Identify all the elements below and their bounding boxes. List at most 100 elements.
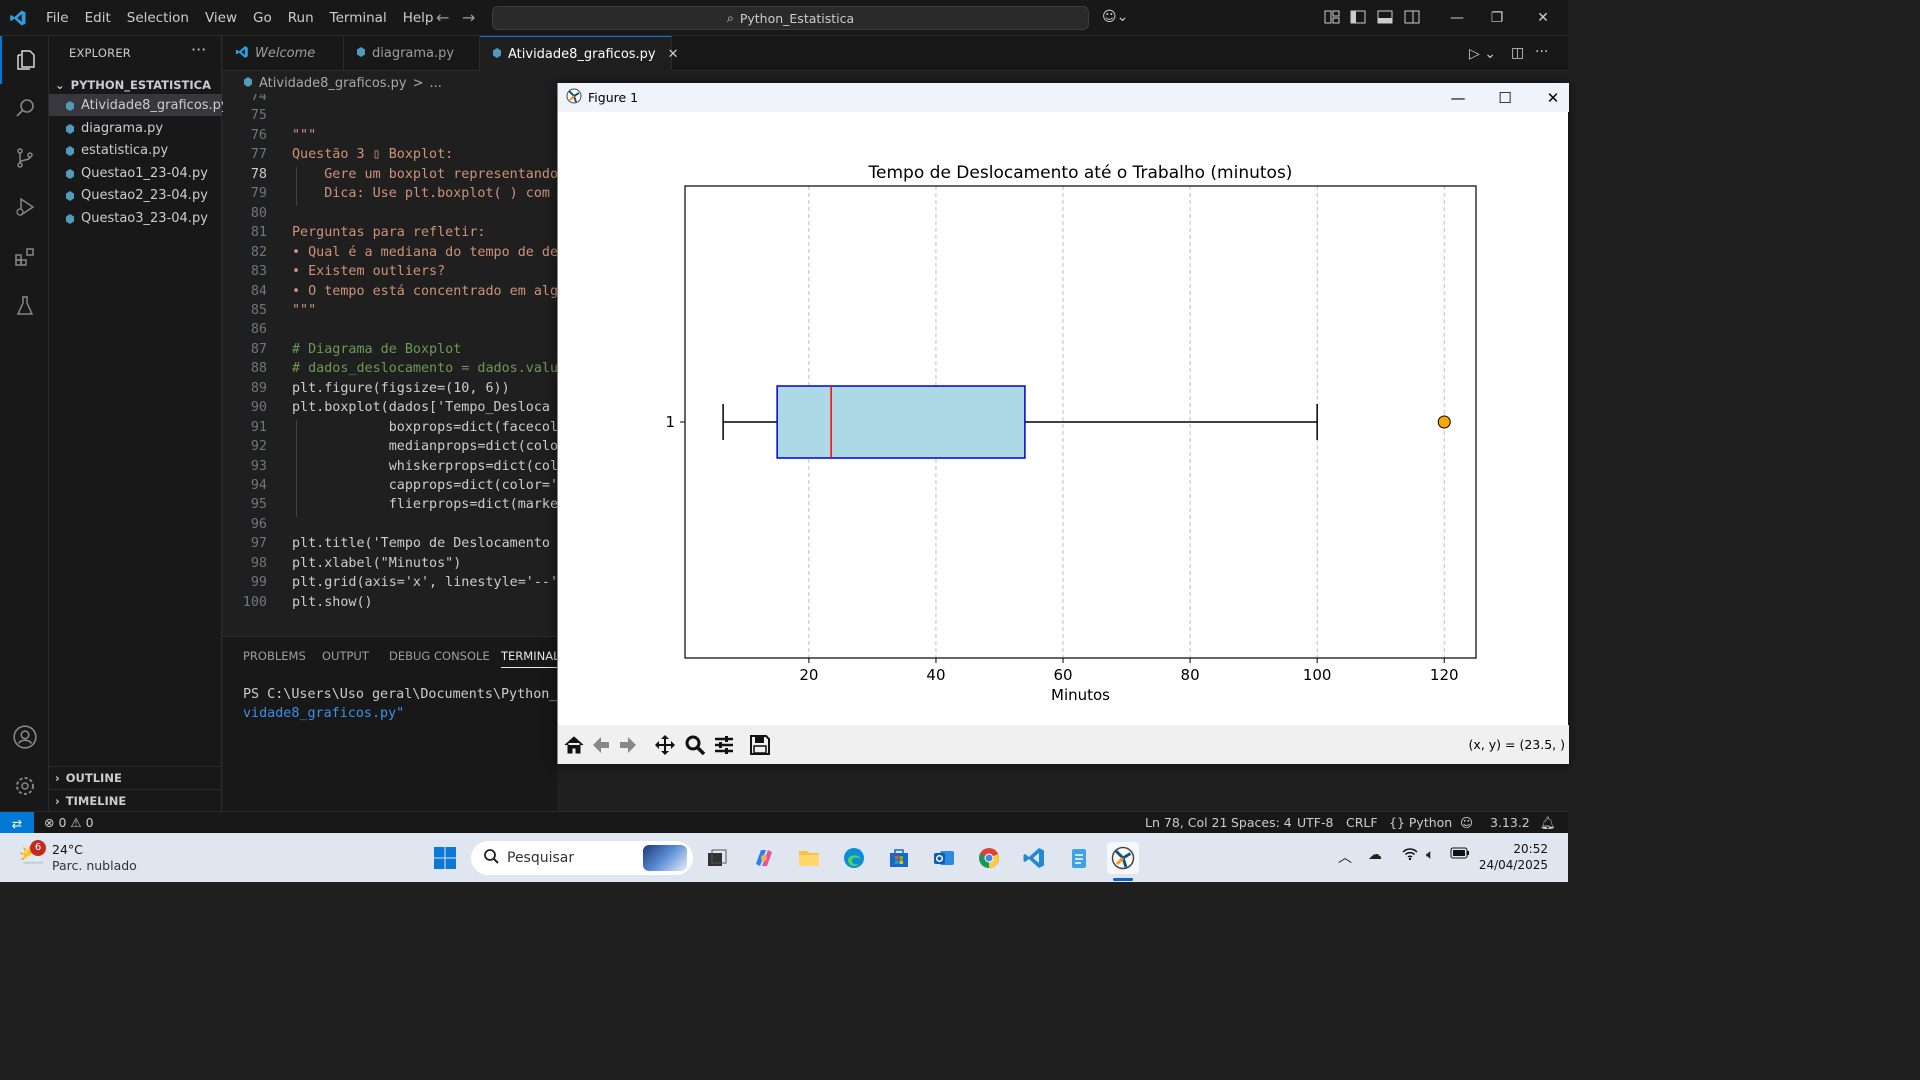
figure-minimize-button[interactable]: —: [1450, 88, 1466, 107]
tab-diagrama[interactable]: diagrama.py: [344, 36, 480, 71]
boxplot-chart: 20 40 60 80 100 120 1 Tempo de Deslocamento até…: [665, 163, 1477, 704]
clock-time[interactable]: 20:52: [1513, 842, 1548, 856]
menu-help[interactable]: Help: [402, 9, 434, 26]
line-number: 76: [250, 127, 267, 143]
timeline-section[interactable]: › TIMELINE: [49, 789, 222, 811]
tab-welcome[interactable]: Welcome: [223, 36, 344, 71]
line-ending[interactable]: CRLF: [1346, 815, 1378, 830]
forward-arrow-icon[interactable]: →: [462, 8, 476, 27]
chrome-icon[interactable]: [973, 842, 1005, 874]
menu-go[interactable]: Go: [253, 9, 272, 26]
toggle-sidebar-icon[interactable]: [1350, 9, 1366, 29]
file-label: estatistica.py: [81, 142, 169, 158]
menu-run[interactable]: Run: [287, 9, 314, 26]
tab-atividade8[interactable]: Atividade8_graficos.py ✕: [480, 36, 679, 71]
outlook-icon[interactable]: [928, 842, 960, 874]
menu-view[interactable]: View: [204, 9, 238, 26]
notifications-bell-icon[interactable]: 🔔︎: [1540, 815, 1556, 830]
figure-close-button[interactable]: ✕: [1546, 88, 1560, 107]
restore-button[interactable]: ❐: [1490, 10, 1504, 26]
wifi-icon[interactable]: [1402, 847, 1418, 865]
line-number: 93: [250, 458, 267, 474]
customize-layout-icon[interactable]: [1324, 9, 1340, 29]
back-arrow-icon[interactable]: [589, 733, 613, 757]
home-icon[interactable]: [562, 733, 586, 757]
problems-status[interactable]: ⊗ 0 ⚠ 0: [44, 815, 94, 830]
manage-gear-icon[interactable]: [0, 762, 49, 810]
file-diagrama[interactable]: diagrama.py: [49, 117, 222, 139]
file-questao2[interactable]: Questao2_23-04.py: [49, 184, 222, 206]
split-editor-icon[interactable]: ◫: [1511, 45, 1525, 61]
back-arrow-icon[interactable]: ←: [436, 8, 450, 27]
menu-file[interactable]: File: [46, 9, 69, 26]
remote-indicator-icon[interactable]: ⇄: [0, 812, 34, 834]
microsoft-store-icon[interactable]: [883, 842, 915, 874]
testing-flask-icon[interactable]: [0, 282, 49, 330]
breadcrumb-file[interactable]: Atividade8_graficos.py: [259, 75, 407, 91]
minimize-button[interactable]: —: [1450, 10, 1464, 26]
pan-move-icon[interactable]: [653, 733, 677, 757]
file-atividade8[interactable]: Atividade8_graficos.py: [49, 94, 229, 116]
more-actions-icon[interactable]: ···: [191, 40, 207, 59]
extensions-icon[interactable]: [0, 233, 49, 281]
breadcrumb-more[interactable]: ...: [429, 75, 442, 91]
toggle-panel-icon[interactable]: [1377, 9, 1393, 29]
file-questao1[interactable]: Questao1_23-04.py: [49, 162, 222, 184]
menu-edit[interactable]: Edit: [84, 9, 111, 26]
braces-icon: {}: [1389, 815, 1405, 830]
tab-output[interactable]: OUTPUT: [322, 649, 369, 663]
source-control-icon[interactable]: [0, 134, 49, 182]
language-mode[interactable]: {} Python: [1389, 815, 1452, 830]
python-matplotlib-taskbar-icon[interactable]: [1107, 842, 1139, 874]
forward-arrow-icon[interactable]: [616, 733, 640, 757]
code-line: plt.boxplot(dados['Tempo_Desloca: [292, 400, 550, 416]
task-view-icon[interactable]: [701, 842, 733, 874]
tab-debug-console[interactable]: DEBUG CONSOLE: [389, 649, 490, 663]
taskbar-search[interactable]: Pesquisar: [471, 841, 693, 875]
close-tab-icon[interactable]: ✕: [667, 46, 679, 62]
tab-problems[interactable]: PROBLEMS: [243, 649, 306, 663]
cursor-coordinates: (x, y) = (23.5, ): [1468, 737, 1565, 752]
edge-browser-icon[interactable]: [838, 842, 870, 874]
indentation[interactable]: Spaces: 4: [1231, 815, 1292, 830]
onedrive-offline-icon[interactable]: ☁︎: [1368, 847, 1382, 863]
copilot-icon[interactable]: ☺⌄: [1102, 9, 1129, 25]
menu-selection[interactable]: Selection: [126, 9, 189, 26]
code-editor[interactable]: 74 75 76 """ 77 Questão 3 ▯ Boxplot: 78 Gere u…: [223, 94, 557, 634]
file-estatistica[interactable]: estatistica.py: [49, 139, 222, 161]
save-figure-icon[interactable]: [748, 733, 772, 757]
volume-icon[interactable]: 🔈︎: [1426, 847, 1435, 863]
file-explorer-icon[interactable]: [793, 842, 825, 874]
bottom-panel: PROBLEMS OUTPUT DEBUG CONSOLE TERMINAL P…: [223, 636, 590, 811]
figure-maximize-button[interactable]: ☐: [1498, 88, 1512, 107]
notepad-icon[interactable]: [1063, 842, 1095, 874]
explorer-icon[interactable]: [0, 36, 49, 84]
clock-date[interactable]: 24/04/2025: [1478, 858, 1548, 872]
tab-terminal[interactable]: TERMINAL: [501, 649, 560, 668]
windows-start-icon[interactable]: [429, 842, 461, 874]
folder-python-estatistica[interactable]: ⌄ PYTHON_ESTATISTICA: [49, 74, 222, 96]
menu-terminal[interactable]: Terminal: [329, 9, 387, 26]
toggle-secondary-sidebar-icon[interactable]: [1404, 9, 1420, 29]
run-python-icon[interactable]: ▷ ⌄: [1469, 46, 1496, 62]
file-questao3[interactable]: Questao3_23-04.py: [49, 207, 222, 229]
show-hidden-icons-chevron-icon[interactable]: ︿: [1338, 850, 1352, 866]
accounts-icon[interactable]: [0, 713, 49, 761]
battery-icon[interactable]: [1450, 847, 1470, 863]
python-version[interactable]: 3.13.2: [1490, 815, 1530, 830]
run-debug-icon[interactable]: [0, 183, 49, 231]
command-center-search[interactable]: ⌕ Python_Estatistica: [492, 6, 1089, 30]
outline-section[interactable]: › OUTLINE: [49, 766, 222, 788]
zoom-magnifier-icon[interactable]: [683, 733, 707, 757]
encoding[interactable]: UTF-8: [1297, 815, 1334, 830]
more-actions-icon[interactable]: ···: [1535, 44, 1549, 60]
search-icon[interactable]: [0, 84, 49, 132]
configure-subplots-icon[interactable]: [712, 733, 736, 757]
vscode-taskbar-icon[interactable]: [1018, 842, 1050, 874]
cursor-position[interactable]: Ln 78, Col 21: [1145, 815, 1228, 830]
close-window-button[interactable]: ✕: [1537, 10, 1549, 26]
copilot-status-icon[interactable]: ☺: [1460, 815, 1474, 830]
weather-badge: 6: [30, 840, 46, 856]
box-iqr: [776, 385, 1026, 459]
copilot-app-icon[interactable]: [748, 842, 780, 874]
